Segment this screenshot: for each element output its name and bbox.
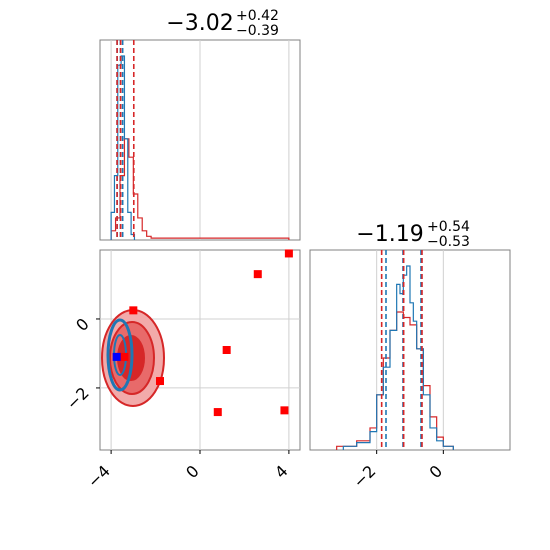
panel-hist-1: −3.02 +0.42 −0.39 xyxy=(99,8,301,241)
x-tick-label: 4 xyxy=(271,461,292,482)
x-tick-label: −4 xyxy=(84,461,114,491)
scatter-point-blue xyxy=(112,352,121,361)
y-tick-label: −2 xyxy=(63,383,93,413)
contour-blue-outer xyxy=(106,318,134,392)
scatter-point-red xyxy=(213,408,222,417)
scatter-point-red xyxy=(156,377,164,386)
panel-2-title-sub: −0.53 xyxy=(427,234,470,250)
panel-1-title: −3.02 xyxy=(166,11,233,36)
scatter-point-red xyxy=(129,306,138,315)
scatter-point-red xyxy=(253,270,262,279)
scatter-point-red xyxy=(222,346,231,354)
hist-series-a xyxy=(342,265,454,450)
panel-1-title-value: −3.02 xyxy=(166,11,233,36)
contour-group xyxy=(101,309,165,407)
panel-1-title-sub: −0.39 xyxy=(236,23,279,39)
panel-2-title-sup: +0.54 xyxy=(427,219,470,235)
x-tick-label: 0 xyxy=(426,461,447,482)
scatter-point-red xyxy=(284,249,293,258)
panel-2-title-value: −1.19 xyxy=(356,222,423,247)
x-tick-label: −2 xyxy=(349,461,379,491)
y-tick-label: 0 xyxy=(72,314,93,335)
panel-2-title: −1.19 xyxy=(356,222,423,247)
x-tick-label: 0 xyxy=(182,461,203,482)
scatter-point-red xyxy=(280,406,289,415)
panel-hist-2: −2 0 −1.19 +0.54 −0.53 xyxy=(309,219,511,492)
panel-2d: −4 0 4 0 −2 xyxy=(63,249,301,492)
panel-1-title-sup: +0.42 xyxy=(236,8,279,24)
scatter-point-red xyxy=(120,352,129,361)
